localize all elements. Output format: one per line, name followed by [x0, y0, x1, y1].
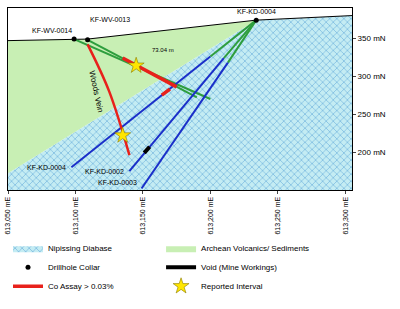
svg-text:300 mN: 300 mN — [358, 72, 386, 81]
svg-text:KF-KD-0002: KF-KD-0002 — [85, 168, 124, 175]
svg-text:Co Assay > 0.03%: Co Assay > 0.03% — [48, 282, 114, 291]
svg-text:613,200 mE: 613,200 mE — [207, 196, 214, 234]
svg-text:Woods Vein: Woods Vein — [87, 70, 105, 113]
svg-text:613,250 mE: 613,250 mE — [274, 196, 281, 234]
svg-text:73.04 m: 73.04 m — [152, 47, 174, 53]
svg-text:613,150 mE: 613,150 mE — [139, 196, 146, 234]
svg-text:KF-KD-0004: KF-KD-0004 — [27, 164, 66, 171]
svg-text:613,050 mE: 613,050 mE — [4, 196, 11, 234]
svg-text:KF-KD-0004: KF-KD-0004 — [237, 8, 276, 15]
svg-text:Archean Volcanics/ Sediments: Archean Volcanics/ Sediments — [201, 244, 309, 253]
svg-text:613,100 mE: 613,100 mE — [72, 196, 79, 234]
svg-text:Void (Mine Workings): Void (Mine Workings) — [201, 263, 277, 272]
svg-text:250 mN: 250 mN — [358, 110, 386, 119]
svg-text:200 mN: 200 mN — [358, 148, 386, 157]
svg-text:350 mN: 350 mN — [358, 34, 386, 43]
svg-text:KF-WV-0013: KF-WV-0013 — [90, 16, 130, 23]
svg-text:613,300 mE: 613,300 mE — [342, 196, 349, 234]
svg-text:Nipissing Diabase: Nipissing Diabase — [48, 244, 113, 253]
svg-text:KF-KD-0003: KF-KD-0003 — [98, 179, 137, 186]
svg-text:Reported Interval: Reported Interval — [201, 282, 263, 291]
svg-text:KF-WV-0014: KF-WV-0014 — [32, 27, 72, 34]
svg-text:Drillhole Collar: Drillhole Collar — [48, 263, 100, 272]
